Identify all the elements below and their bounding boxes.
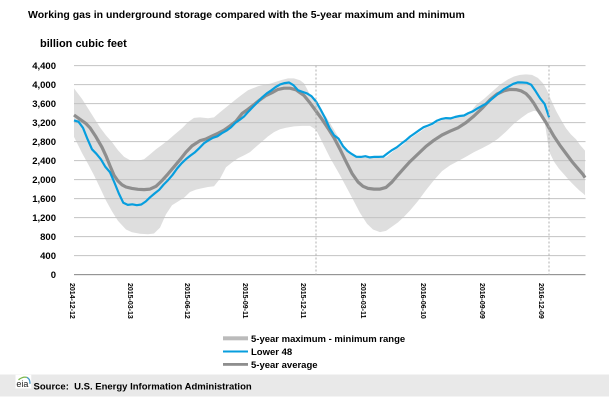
- svg-text:2015-06-12: 2015-06-12: [183, 283, 190, 319]
- svg-text:2014-12-12: 2014-12-12: [68, 283, 75, 319]
- svg-text:Lower 48: Lower 48: [251, 347, 292, 358]
- svg-text:1,200: 1,200: [32, 213, 56, 224]
- svg-text:800: 800: [40, 232, 56, 243]
- svg-text:2015-09-11: 2015-09-11: [241, 283, 248, 319]
- svg-text:Working gas in underground sto: Working gas in underground storage compa…: [28, 9, 465, 21]
- svg-text:5-year maximum - minimum range: 5-year maximum - minimum range: [251, 334, 405, 345]
- svg-text:4,000: 4,000: [32, 80, 56, 91]
- svg-text:2016-12-09: 2016-12-09: [537, 283, 544, 319]
- svg-text:2,800: 2,800: [32, 137, 56, 148]
- svg-text:400: 400: [40, 251, 56, 262]
- svg-text:4,400: 4,400: [32, 61, 56, 72]
- svg-text:0: 0: [51, 270, 56, 281]
- svg-text:2015-12-11: 2015-12-11: [299, 283, 306, 319]
- svg-text:3,200: 3,200: [32, 118, 56, 129]
- svg-text:2016-03-11: 2016-03-11: [359, 283, 366, 319]
- svg-text:2015-03-13: 2015-03-13: [126, 283, 133, 319]
- svg-text:2016-09-09: 2016-09-09: [478, 283, 485, 319]
- svg-text:Source: U.S. Energy Informati: Source: U.S. Energy Information Administ…: [34, 382, 252, 393]
- svg-text:2016-06-10: 2016-06-10: [419, 283, 426, 319]
- svg-text:3,600: 3,600: [32, 99, 56, 110]
- svg-text:2,400: 2,400: [32, 156, 56, 167]
- svg-text:2,000: 2,000: [32, 175, 56, 186]
- svg-text:1,600: 1,600: [32, 194, 56, 205]
- svg-text:5-year average: 5-year average: [251, 360, 318, 371]
- svg-text:eia: eia: [16, 379, 28, 389]
- svg-text:billion cubic feet: billion cubic feet: [40, 38, 127, 50]
